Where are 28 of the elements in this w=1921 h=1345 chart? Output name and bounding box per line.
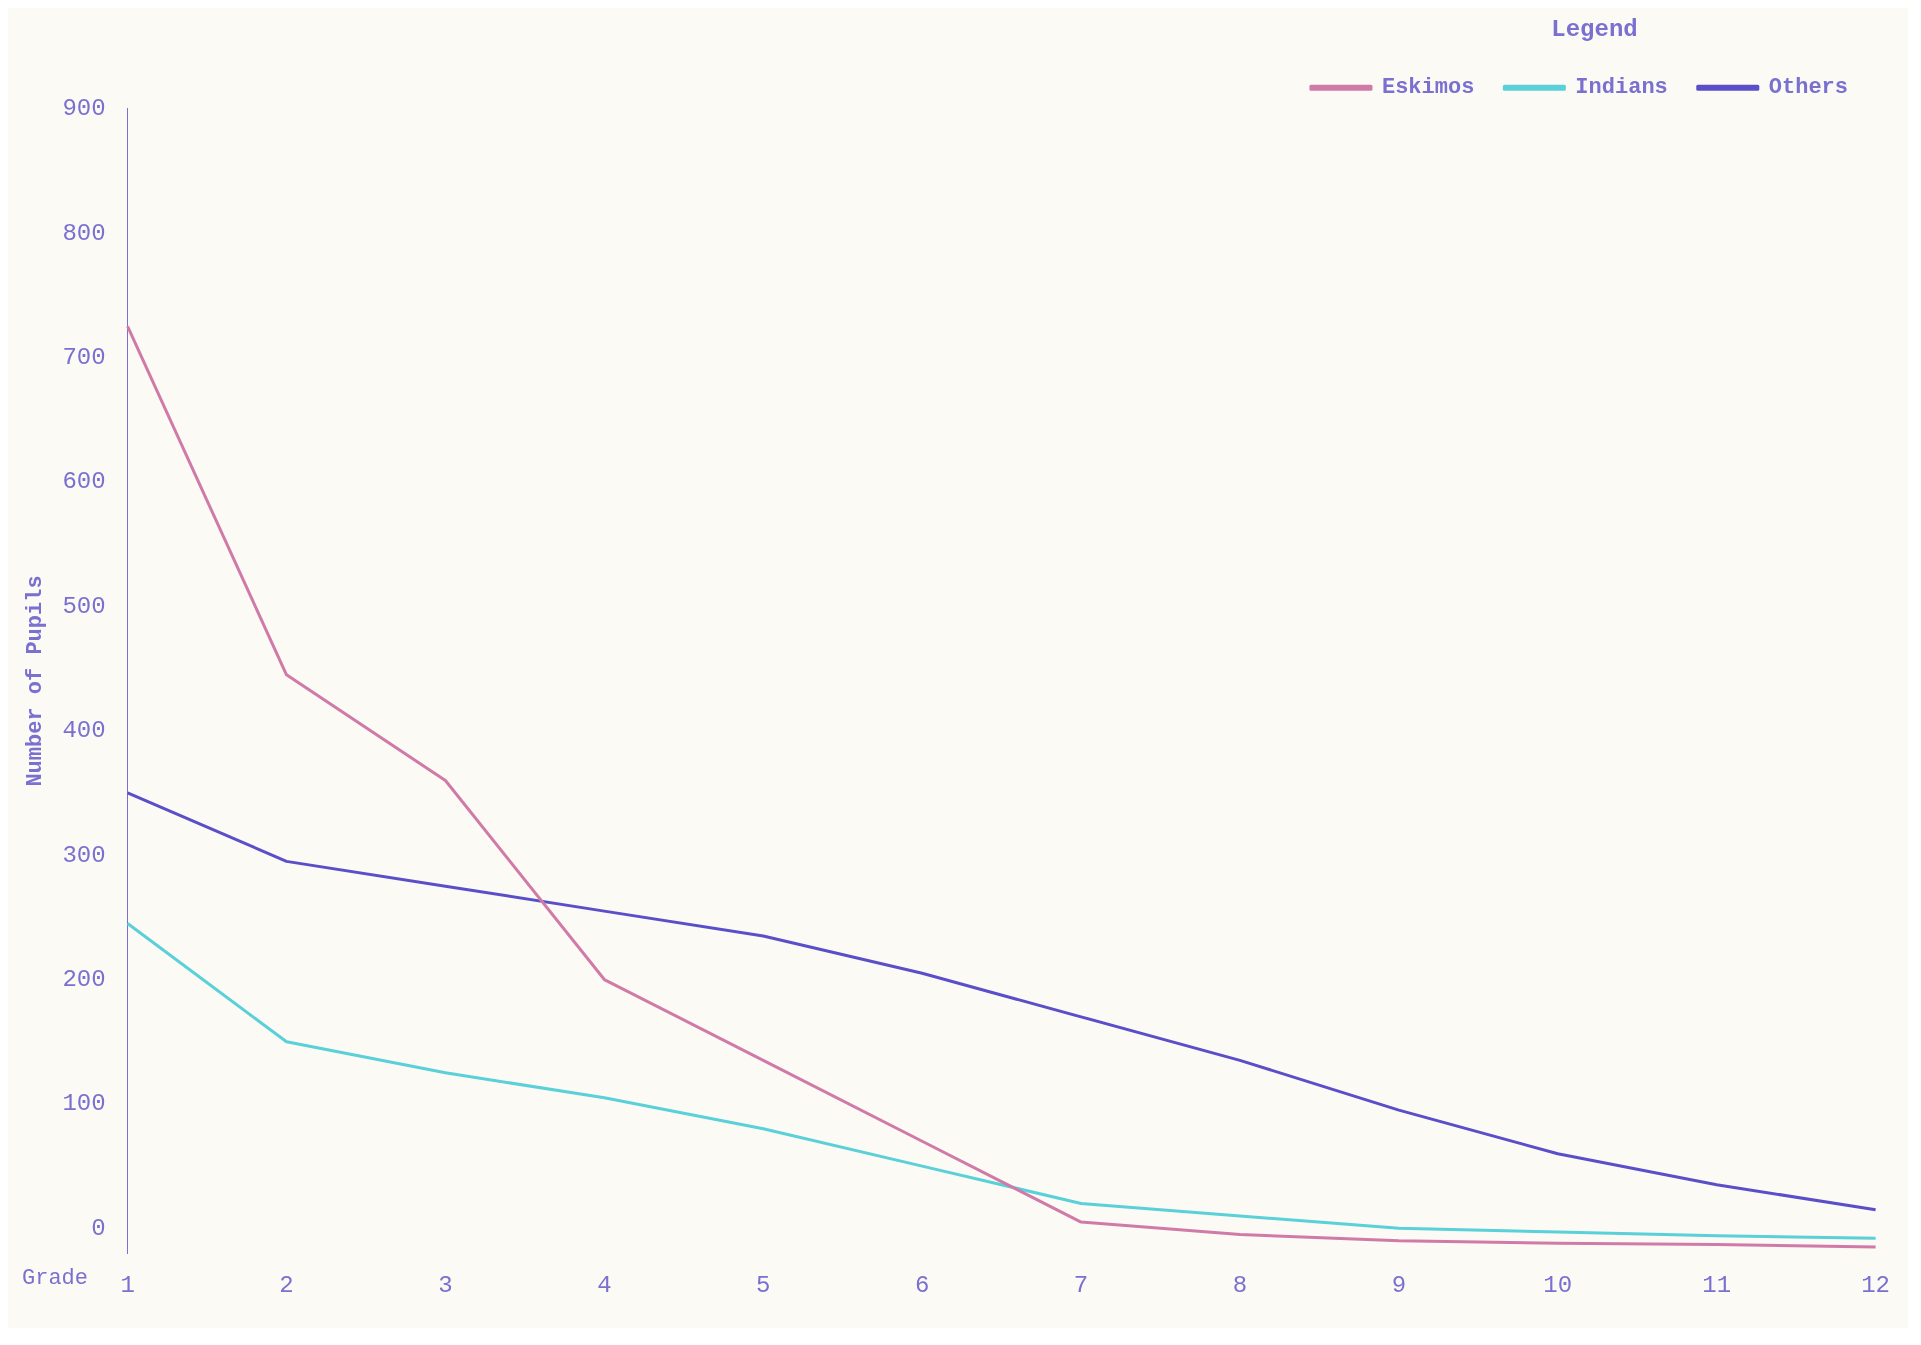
y-tick-label: 400	[62, 717, 106, 745]
x-tick-label: 7	[1073, 1271, 1089, 1299]
y-axis-title: Number of Pupils	[22, 575, 48, 787]
y-tick-label: 100	[62, 1090, 106, 1118]
x-tick-label: 9	[1391, 1271, 1407, 1299]
y-tick-label: 600	[62, 468, 106, 496]
x-tick-label: 8	[1232, 1271, 1248, 1299]
x-tick-label: 10	[1543, 1271, 1573, 1299]
y-tick-label: 900	[62, 95, 106, 123]
y-tick-label: 500	[62, 592, 106, 620]
x-tick-label: 6	[914, 1271, 930, 1299]
y-tick-label: 800	[62, 219, 106, 247]
x-axis-title: Grade	[22, 1266, 89, 1292]
x-tick-label: 4	[597, 1271, 612, 1299]
legend-label: Indians	[1575, 75, 1668, 101]
x-tick-label: 1	[120, 1271, 135, 1299]
y-tick-label: 300	[62, 841, 106, 869]
legend-label: Eskimos	[1381, 75, 1475, 101]
x-tick-label: 12	[1861, 1271, 1890, 1299]
y-tick-label: 700	[62, 343, 106, 371]
y-tick-label: 200	[62, 965, 106, 993]
legend-label: Others	[1768, 75, 1849, 101]
x-tick-label: 2	[279, 1271, 294, 1299]
legend-title: Legend	[1551, 16, 1638, 44]
x-tick-label: 11	[1702, 1271, 1732, 1299]
x-tick-label: 3	[438, 1271, 453, 1299]
y-tick-label: 0	[91, 1214, 106, 1242]
x-tick-label: 5	[756, 1271, 771, 1299]
